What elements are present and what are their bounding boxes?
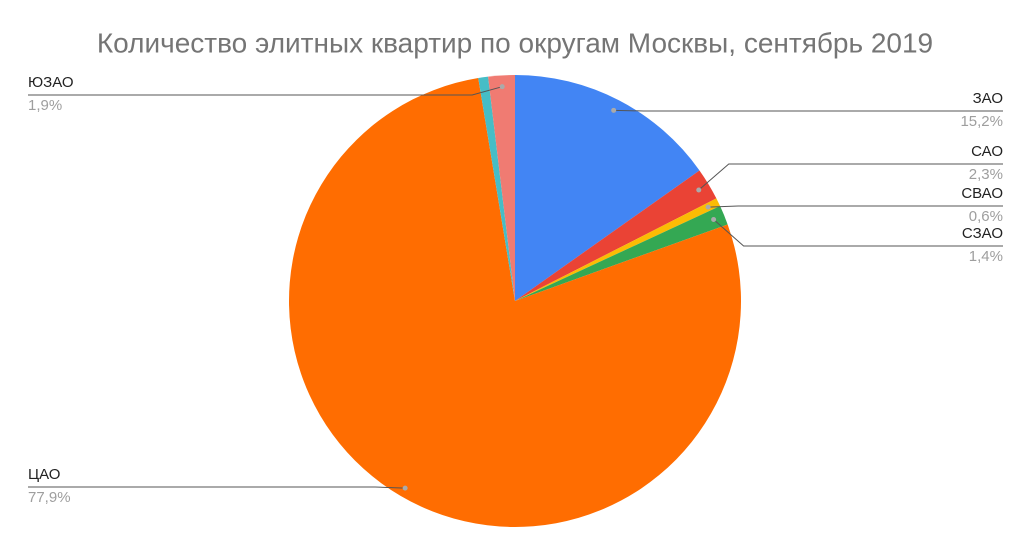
slice-label: ЮЗАО bbox=[28, 74, 74, 91]
leader-dot bbox=[499, 84, 505, 90]
pie-slice bbox=[478, 76, 515, 302]
slice-value: 2,3% bbox=[969, 166, 1003, 183]
leader-dot bbox=[711, 216, 717, 222]
slice-value: 15,2% bbox=[960, 113, 1003, 130]
slice-label: СЗАО bbox=[962, 225, 1003, 242]
leader-line bbox=[28, 486, 406, 489]
leader-line bbox=[708, 205, 1003, 208]
leader-dot bbox=[611, 107, 617, 113]
chart-title: Количество элитных квартир по округам Мо… bbox=[97, 27, 933, 58]
leader-line bbox=[613, 109, 1003, 112]
leader-line bbox=[713, 219, 1003, 247]
slice-value: 1,9% bbox=[28, 97, 62, 114]
leader-dot bbox=[402, 485, 408, 491]
leader-dot bbox=[705, 204, 711, 210]
pie-slice bbox=[515, 198, 721, 301]
slice-value: 1,4% bbox=[969, 248, 1003, 265]
slice-label: САО bbox=[971, 143, 1003, 160]
leader-dot bbox=[696, 187, 702, 193]
slice-value: 0,6% bbox=[969, 208, 1003, 225]
pie-slice bbox=[515, 170, 717, 301]
slice-label: СВАО bbox=[961, 185, 1003, 202]
slice-label: ЦАО bbox=[28, 466, 60, 483]
pie-slice bbox=[488, 75, 515, 301]
leader-line bbox=[698, 163, 1003, 191]
leader-line bbox=[28, 86, 503, 96]
pie-slice bbox=[515, 75, 700, 301]
pie-slice bbox=[515, 206, 728, 301]
slice-label: ЗАО bbox=[973, 90, 1003, 107]
slice-value: 77,9% bbox=[28, 489, 71, 506]
pie-slice bbox=[289, 78, 741, 528]
